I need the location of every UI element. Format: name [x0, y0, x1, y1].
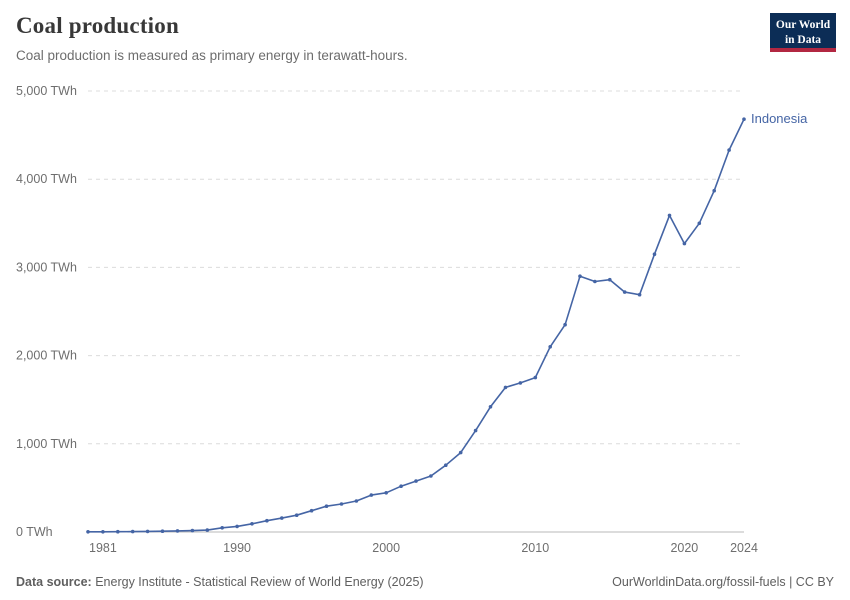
x-tick-label: 1981	[89, 541, 117, 555]
data-point[interactable]	[190, 528, 195, 533]
data-point[interactable]	[578, 274, 582, 279]
data-point[interactable]	[294, 513, 299, 517]
data-point[interactable]	[354, 499, 359, 503]
page-title: Coal production	[16, 13, 179, 38]
chart-footer: Data source: Energy Institute - Statisti…	[16, 575, 834, 589]
chart-header: Coal production Coal production is measu…	[16, 13, 836, 63]
data-point[interactable]	[101, 530, 105, 534]
data-point[interactable]	[652, 252, 657, 256]
x-tick-label: 2020	[670, 541, 698, 555]
data-point[interactable]	[205, 528, 210, 532]
y-tick-label: 3,000 TWh	[16, 260, 77, 274]
data-point[interactable]	[324, 504, 329, 509]
data-point[interactable]	[608, 277, 612, 282]
data-point[interactable]	[682, 241, 687, 246]
series-label-indonesia[interactable]: Indonesia	[751, 111, 808, 126]
x-tick-label: 1990	[223, 541, 251, 555]
data-point[interactable]	[309, 508, 314, 513]
data-point[interactable]	[429, 474, 433, 478]
y-tick-label: 1,000 TWh	[16, 437, 77, 451]
y-tick-label: 4,000 TWh	[16, 172, 77, 186]
data-point[interactable]	[175, 529, 180, 533]
x-tick-label: 2000	[372, 541, 400, 555]
data-point[interactable]	[444, 463, 448, 468]
data-point[interactable]	[116, 529, 120, 534]
data-point[interactable]	[130, 529, 135, 534]
data-point[interactable]	[220, 526, 224, 530]
data-point[interactable]	[473, 428, 478, 433]
data-point[interactable]	[488, 405, 493, 409]
data-source: Data source: Energy Institute - Statisti…	[16, 575, 424, 589]
data-point[interactable]	[742, 117, 746, 121]
data-source-label: Data source:	[16, 575, 92, 589]
data-point[interactable]	[503, 385, 508, 390]
data-point[interactable]	[712, 188, 716, 193]
data-point[interactable]	[563, 322, 567, 327]
data-point[interactable]	[145, 529, 150, 534]
chart-subtitle: Coal production is measured as primary e…	[16, 48, 408, 63]
data-point[interactable]	[399, 484, 403, 489]
data-point[interactable]	[548, 345, 552, 349]
data-point[interactable]	[265, 518, 269, 523]
data-point[interactable]	[369, 493, 374, 497]
data-point[interactable]	[280, 516, 284, 520]
data-point[interactable]	[593, 279, 597, 284]
owid-credit-link[interactable]: OurWorldinData.org/fossil-fuels | CC BY	[612, 575, 834, 589]
data-point[interactable]	[637, 292, 642, 297]
series-line-indonesia[interactable]	[87, 118, 745, 533]
data-point[interactable]	[339, 502, 344, 506]
data-point[interactable]	[384, 491, 389, 495]
owid-logo-line2: in Data	[784, 33, 822, 46]
x-tick-label: 2010	[521, 541, 549, 555]
data-point[interactable]	[458, 450, 463, 455]
data-point[interactable]	[414, 479, 418, 483]
data-point[interactable]	[622, 290, 627, 294]
x-tick-label: 2024	[730, 541, 758, 555]
data-point[interactable]	[697, 221, 702, 226]
data-point[interactable]	[518, 381, 523, 385]
owid-logo-line1: Our World	[775, 19, 831, 31]
title-block: Coal production Coal production is measu…	[16, 13, 408, 63]
data-point[interactable]	[160, 529, 165, 533]
data-point[interactable]	[533, 375, 538, 380]
data-point[interactable]	[86, 530, 90, 534]
owid-logo: Our World in Data	[770, 13, 836, 52]
y-tick-label: 5,000 TWh	[16, 84, 77, 98]
data-point[interactable]	[250, 522, 254, 526]
data-point[interactable]	[667, 213, 672, 218]
y-tick-label: 0 TWh	[16, 525, 53, 539]
data-source-text: Energy Institute - Statistical Review of…	[91, 575, 424, 589]
data-point[interactable]	[727, 148, 731, 152]
y-tick-label: 2,000 TWh	[16, 349, 77, 363]
data-point[interactable]	[235, 524, 239, 529]
